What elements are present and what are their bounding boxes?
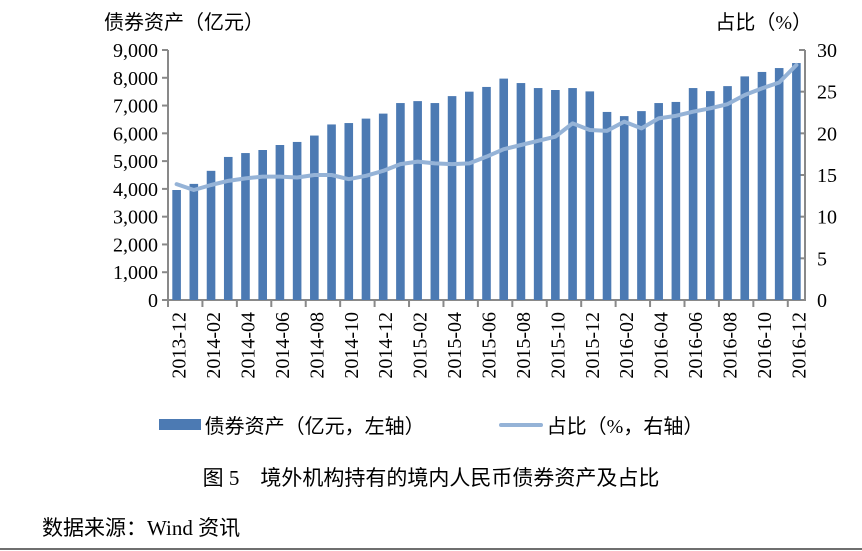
right-tick-label: 25 (817, 82, 837, 104)
bar-2014-07 (292, 141, 302, 300)
x-tick-label: 2014-12 (375, 312, 397, 379)
bar-2014-01 (189, 183, 199, 300)
bar-2016-06 (688, 88, 698, 300)
bar-2015-01 (396, 103, 405, 300)
chart-legend: 债券资产（亿元，左轴） 占比（%，右轴） (0, 410, 862, 439)
x-tick-label: 2016-02 (616, 312, 638, 379)
right-tick-label: 30 (817, 40, 837, 62)
bar-2015-06 (482, 86, 491, 300)
bar-2015-09 (533, 88, 543, 300)
left-tick-label: 4,000 (113, 179, 158, 201)
right-tick-label: 5 (817, 248, 827, 270)
bar-2013-12 (172, 190, 181, 300)
data-source: 数据来源：Wind 资讯 (42, 516, 241, 540)
left-tick-label: 9,000 (113, 40, 158, 62)
bar-2016-02 (619, 116, 629, 300)
bar-2015-04 (447, 96, 457, 300)
bar-2015-10 (551, 90, 560, 300)
x-tick-label: 2015-08 (513, 312, 535, 379)
bar-2014-09 (327, 124, 336, 300)
x-tick-label: 2014-02 (203, 312, 225, 379)
right-tick-label: 20 (817, 123, 837, 145)
bar-2014-06 (275, 145, 285, 300)
bar-2015-05 (464, 91, 474, 301)
bar-2014-04 (241, 153, 250, 300)
left-tick-label: 0 (148, 290, 158, 312)
legend-item-line: 占比（%，右轴） (498, 410, 704, 439)
bar-2015-11 (568, 88, 577, 300)
x-tick-label: 2015-12 (582, 312, 604, 379)
legend-item-bars: 债券资产（亿元，左轴） (158, 410, 425, 439)
bar-2014-08 (310, 135, 319, 300)
bar-2016-04 (654, 103, 663, 300)
bar-2015-02 (413, 101, 422, 300)
bar-2014-05 (258, 150, 267, 300)
line-series (174, 63, 799, 192)
x-tick-label: 2016-10 (754, 312, 776, 379)
bar-2016-12 (792, 63, 801, 300)
left-tick-label: 7,000 (113, 96, 158, 118)
left-tick-label: 1,000 (113, 262, 158, 284)
bar-2014-11 (361, 118, 371, 300)
right-tick-label: 15 (817, 165, 837, 187)
bar-2015-08 (516, 83, 526, 300)
line-series-swatch (498, 422, 543, 427)
bar-2016-07 (706, 91, 715, 300)
bar-2016-09 (740, 76, 750, 300)
bar-2016-05 (671, 101, 681, 300)
page-bottom-rule (0, 548, 862, 550)
x-tick-label: 2015-06 (479, 312, 501, 379)
left-tick-label: 2,000 (113, 234, 158, 256)
x-tick-label: 2015-04 (444, 312, 466, 379)
left-axis-title: 债券资产（亿元） (104, 12, 264, 34)
x-tick-label: 2014-08 (306, 312, 328, 379)
bar-2015-03 (430, 103, 440, 300)
axis-tick-labels: 0 1,000 2,000 3,000 4,000 5,000 6,000 7,000 8,00… (113, 40, 837, 379)
bond-assets-chart: 0 1,000 2,000 3,000 4,000 5,000 6,000 7,000 8,00… (113, 40, 837, 379)
x-tick-label: 2014-10 (341, 312, 363, 379)
legend-line-label: 占比（%，右轴） (546, 416, 704, 438)
x-tick-label: 2016-12 (788, 312, 810, 379)
figure-caption: 图 5 境外机构持有的境内人民币债券资产及占比 (202, 466, 660, 490)
left-tick-label: 3,000 (113, 207, 158, 229)
x-tick-label: 2014-06 (272, 312, 294, 379)
bar-2016-03 (637, 111, 646, 300)
left-tick-label: 8,000 (113, 68, 158, 90)
bar-2016-01 (602, 111, 612, 300)
x-tick-label: 2016-08 (720, 312, 742, 379)
bar-2014-02 (206, 170, 216, 300)
ratio-line (174, 63, 799, 192)
right-tick-label: 0 (817, 290, 827, 312)
x-tick-label: 2015-02 (410, 312, 432, 379)
legend-bar-label: 债券资产（亿元，左轴） (204, 416, 425, 438)
bar-2016-08 (723, 86, 732, 300)
right-tick-label: 10 (817, 207, 837, 229)
right-axis-title: 占比（%） (715, 12, 812, 34)
bar-2016-11 (774, 68, 784, 300)
x-tick-label: 2015-10 (547, 312, 569, 379)
bar-series-swatch (158, 419, 201, 430)
bar-2016-10 (757, 71, 767, 300)
bar-2014-03 (223, 156, 233, 300)
x-tick-label: 2013-12 (169, 312, 191, 379)
left-tick-label: 5,000 (113, 151, 158, 173)
x-tick-label: 2016-04 (651, 312, 673, 379)
x-tick-label: 2016-06 (685, 312, 707, 379)
bar-2015-07 (499, 78, 509, 300)
left-tick-label: 6,000 (113, 123, 158, 145)
bar-series (172, 63, 801, 301)
bar-2014-10 (344, 123, 354, 300)
x-tick-label: 2014-04 (237, 312, 259, 379)
bar-2015-12 (585, 91, 595, 300)
bar-2014-12 (378, 113, 388, 300)
